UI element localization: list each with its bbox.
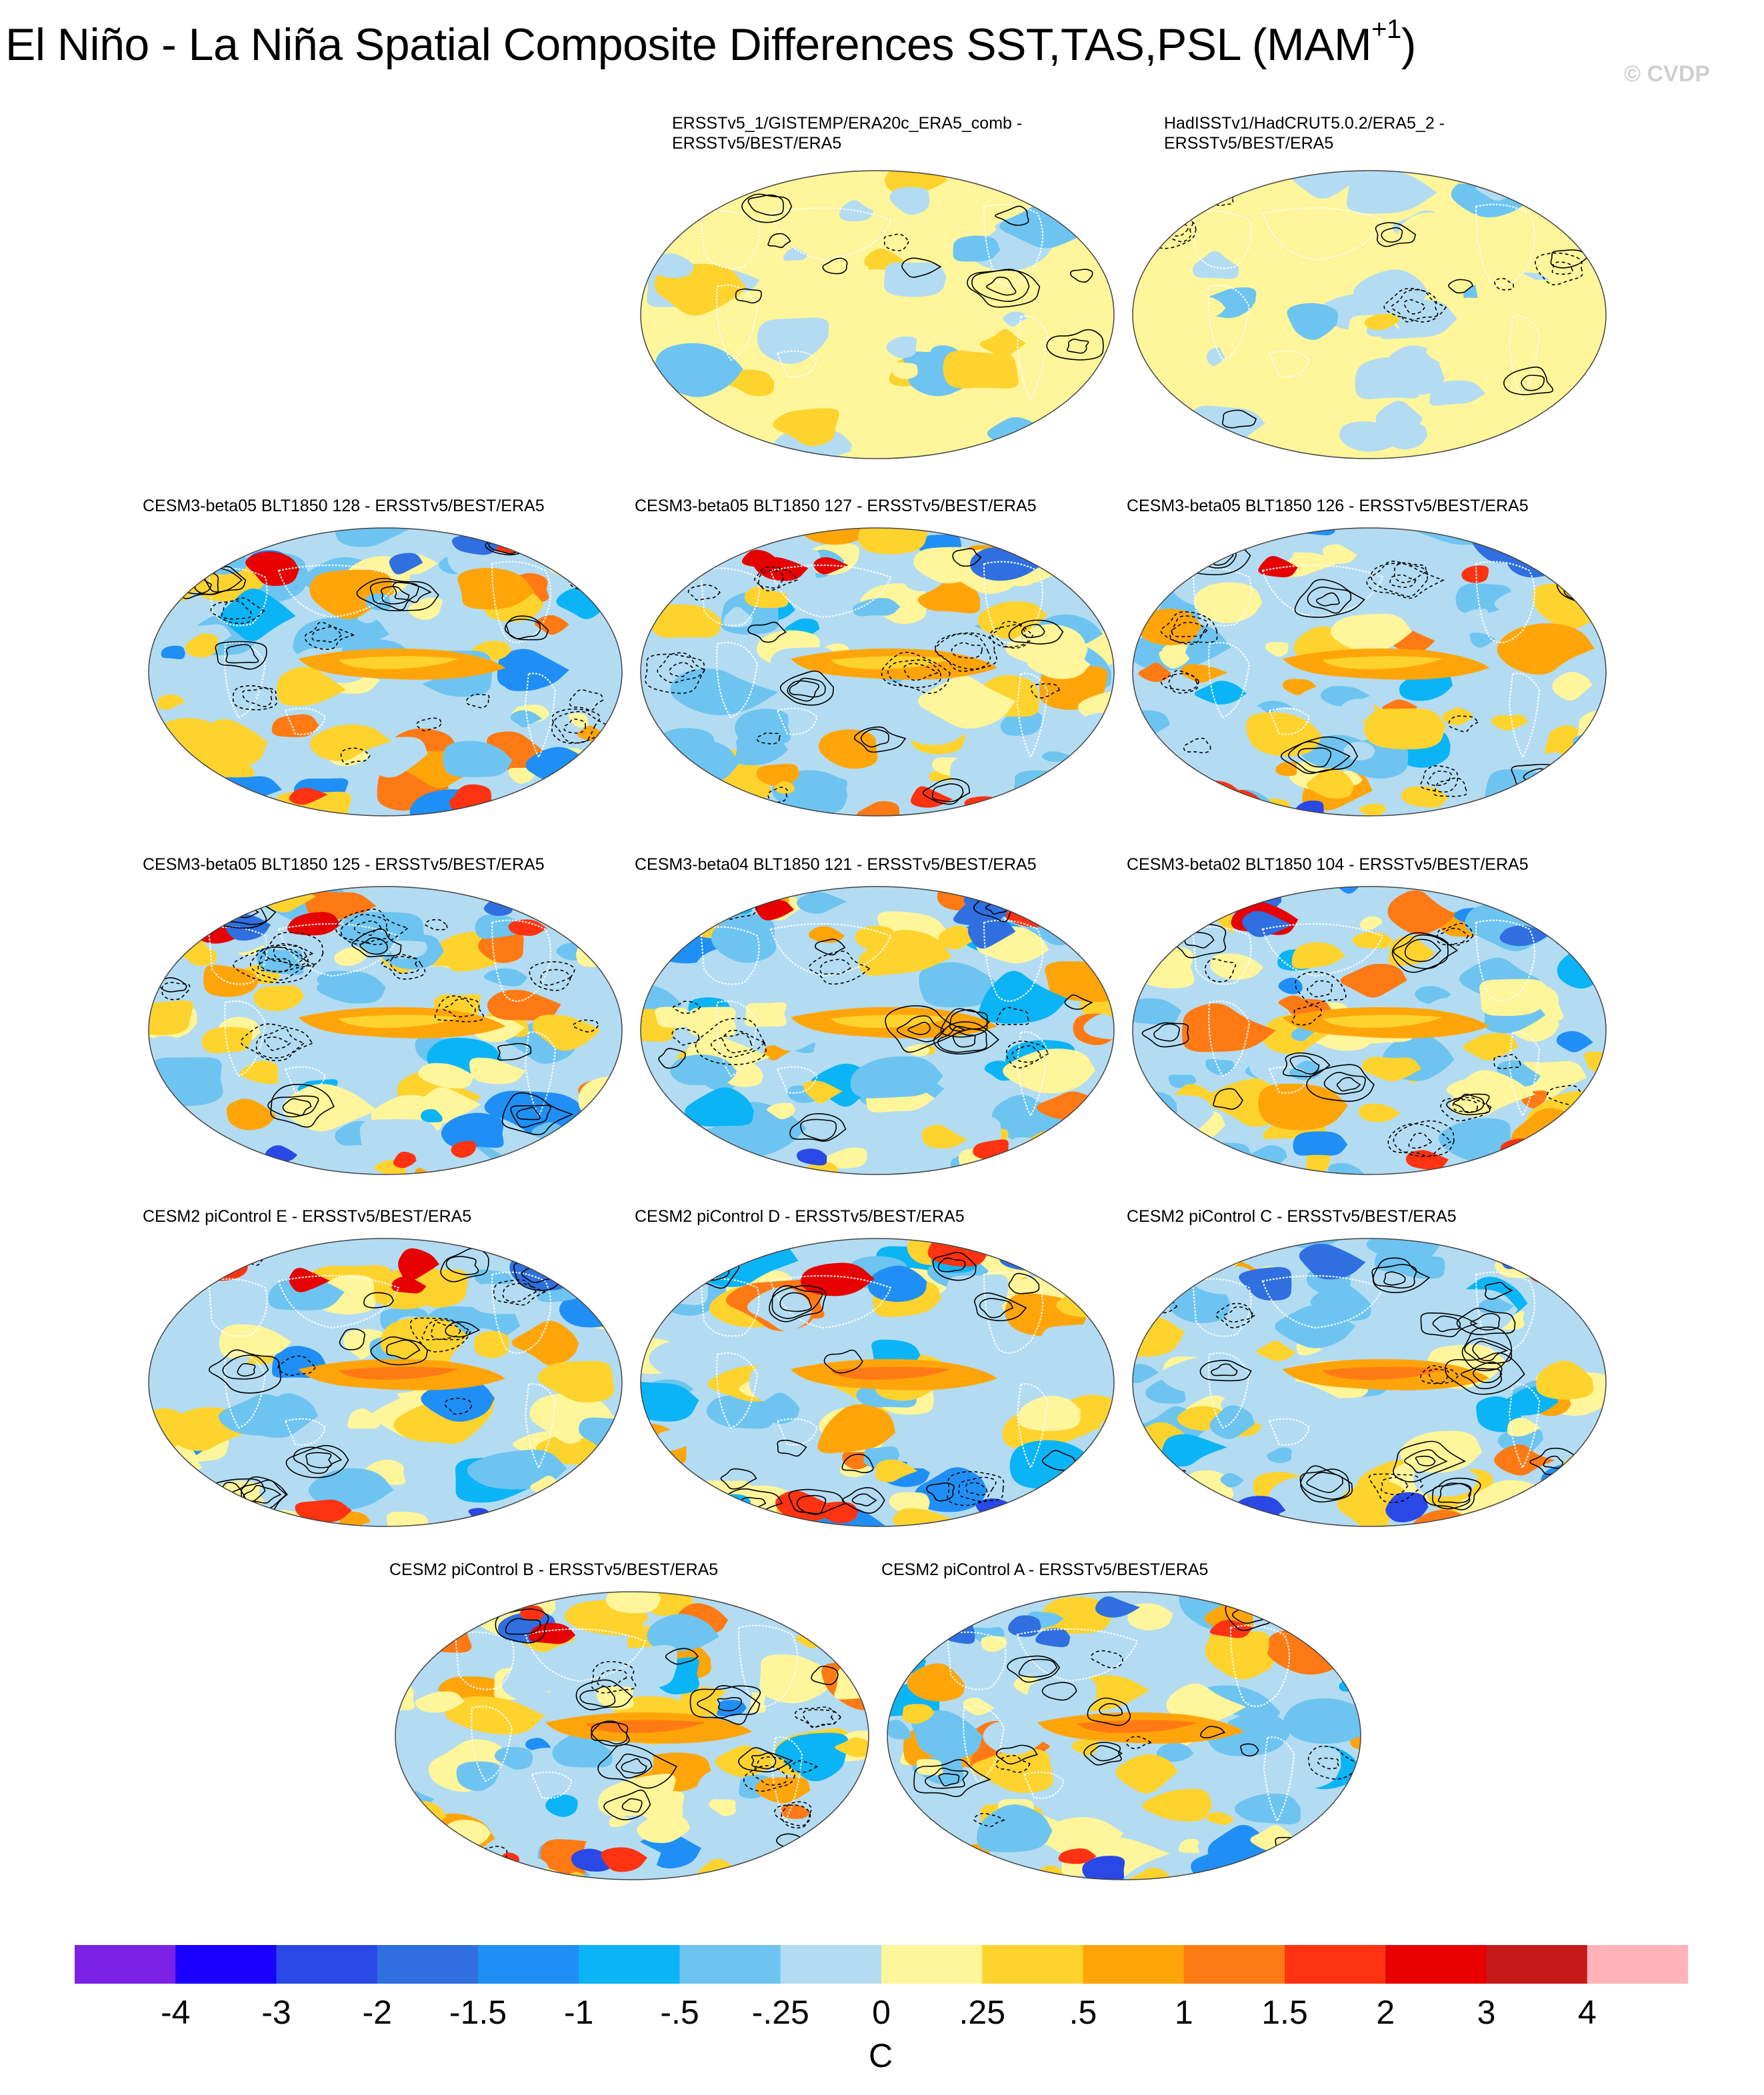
panel-label: CESM3-beta05 BLT1850 127 - ERSSTv5/BEST/… bbox=[635, 496, 1037, 516]
panel-label: CESM2 piControl A - ERSSTv5/BEST/ERA5 bbox=[881, 1560, 1208, 1580]
world-map bbox=[145, 517, 625, 819]
colorbar-tick-label: -.5 bbox=[660, 1994, 699, 2031]
colorbar-segment bbox=[1183, 1945, 1285, 1984]
colorbar-segment bbox=[175, 1945, 277, 1984]
colorbar-tick-label: -4 bbox=[161, 1994, 191, 2031]
world-map bbox=[637, 1228, 1117, 1529]
panel-label-line1: ERSSTv5_1/GISTEMP/ERA20c_ERA5_comb - bbox=[672, 114, 1023, 133]
panel-label: CESM3-beta05 BLT1850 126 - ERSSTv5/BEST/… bbox=[1127, 496, 1529, 516]
colorbar-segment bbox=[1083, 1945, 1185, 1984]
colorbar-segment bbox=[1385, 1945, 1487, 1984]
panel-label-line2: ERSSTv5/BEST/ERA5 bbox=[672, 134, 842, 153]
colorbar-tick-label: 0 bbox=[872, 1994, 891, 2031]
panel-label-line1: HadISSTv1/HadCRUT5.0.2/ERA5_2 - bbox=[1164, 114, 1445, 133]
world-map bbox=[637, 876, 1117, 1177]
colorbar-tick-label: -3 bbox=[261, 1994, 291, 2031]
panel-label: CESM2 piControl C - ERSSTv5/BEST/ERA5 bbox=[1127, 1206, 1457, 1226]
colorbar-segment bbox=[780, 1945, 882, 1984]
colorbar-tick-label: 1 bbox=[1174, 1994, 1193, 2031]
world-map bbox=[1129, 876, 1609, 1177]
panel-label-line1: CESM2 piControl B - ERSSTv5/BEST/ERA5 bbox=[389, 1560, 719, 1579]
panel-label: CESM2 piControl E - ERSSTv5/BEST/ERA5 bbox=[143, 1206, 471, 1226]
panel-label-line2: ERSSTv5/BEST/ERA5 bbox=[1164, 134, 1334, 153]
panel-label-line1: CESM3-beta05 BLT1850 127 - ERSSTv5/BEST/… bbox=[635, 497, 1037, 515]
colorbar-segment bbox=[1486, 1945, 1588, 1984]
colorbar-tick-label: .25 bbox=[959, 1994, 1006, 2031]
world-map bbox=[637, 517, 1117, 819]
colorbar-segment bbox=[1285, 1945, 1386, 1984]
panel-label: ERSSTv5_1/GISTEMP/ERA20c_ERA5_comb - ERSS… bbox=[672, 113, 1022, 153]
colorbar-segment bbox=[478, 1945, 579, 1984]
panel-label-line1: CESM2 piControl E - ERSSTv5/BEST/ERA5 bbox=[143, 1207, 472, 1226]
world-map bbox=[145, 876, 625, 1177]
colorbar-segment bbox=[679, 1945, 781, 1984]
colorbar-segment bbox=[276, 1945, 378, 1984]
world-map bbox=[637, 160, 1117, 461]
colorbar bbox=[75, 1945, 1688, 1984]
panel-label: CESM2 piControl D - ERSSTv5/BEST/ERA5 bbox=[635, 1206, 965, 1226]
colorbar-tick-label: 4 bbox=[1577, 1994, 1597, 2031]
colorbar-tick-label: 3 bbox=[1477, 1994, 1496, 2031]
panel-label: CESM3-beta04 BLT1850 121 - ERSSTv5/BEST/… bbox=[635, 855, 1037, 875]
panel-label-line1: CESM3-beta05 BLT1850 125 - ERSSTv5/BEST/… bbox=[143, 855, 545, 874]
panel-label: CESM3-beta05 BLT1850 128 - ERSSTv5/BEST/… bbox=[143, 496, 545, 516]
colorbar-tick-label: -.25 bbox=[751, 1994, 809, 2031]
panel-label: CESM3-beta05 BLT1850 125 - ERSSTv5/BEST/… bbox=[143, 855, 545, 875]
panel-label-line1: CESM2 piControl C - ERSSTv5/BEST/ERA5 bbox=[1127, 1207, 1457, 1226]
colorbar-segment bbox=[377, 1945, 479, 1984]
colorbar-segment bbox=[75, 1945, 176, 1984]
world-map bbox=[884, 1581, 1364, 1882]
colorbar-tick-label: -1.5 bbox=[449, 1994, 507, 2031]
panel-label: HadISSTv1/HadCRUT5.0.2/ERA5_2 - ERSSTv5/B… bbox=[1164, 113, 1445, 153]
colorbar-tick-label: -1 bbox=[564, 1994, 594, 2031]
colorbar-tick-label: -2 bbox=[362, 1994, 392, 2031]
world-map bbox=[1129, 160, 1609, 461]
colorbar-segment bbox=[881, 1945, 983, 1984]
world-map bbox=[145, 1228, 625, 1529]
page-title: El Niño - La Niña Spatial Composite Diff… bbox=[5, 15, 1416, 70]
world-map bbox=[1129, 517, 1609, 819]
panel-label-line1: CESM3-beta05 BLT1850 126 - ERSSTv5/BEST/… bbox=[1127, 497, 1529, 515]
colorbar-segment bbox=[579, 1945, 680, 1984]
colorbar-segment bbox=[982, 1945, 1083, 1984]
colorbar-tick-label: 2 bbox=[1376, 1994, 1395, 2031]
world-map bbox=[1129, 1228, 1609, 1529]
colorbar-unit: C bbox=[868, 2037, 893, 2074]
watermark: © CVDP bbox=[1624, 61, 1710, 87]
panel-label-line1: CESM3-beta05 BLT1850 128 - ERSSTv5/BEST/… bbox=[143, 497, 545, 515]
panel-label-line1: CESM2 piControl A - ERSSTv5/BEST/ERA5 bbox=[881, 1560, 1209, 1579]
panel-label: CESM2 piControl B - ERSSTv5/BEST/ERA5 bbox=[389, 1560, 718, 1580]
world-map bbox=[392, 1581, 872, 1882]
colorbar-segment bbox=[1587, 1945, 1688, 1984]
panel-label-line1: CESM2 piControl D - ERSSTv5/BEST/ERA5 bbox=[635, 1207, 965, 1226]
colorbar-tick-label: 1.5 bbox=[1261, 1994, 1308, 2031]
panel-label-line1: CESM3-beta04 BLT1850 121 - ERSSTv5/BEST/… bbox=[635, 855, 1037, 874]
colorbar-tick-label: .5 bbox=[1069, 1994, 1097, 2031]
panel-label-line1: CESM3-beta02 BLT1850 104 - ERSSTv5/BEST/… bbox=[1127, 855, 1529, 874]
panel-label: CESM3-beta02 BLT1850 104 - ERSSTv5/BEST/… bbox=[1127, 855, 1529, 875]
